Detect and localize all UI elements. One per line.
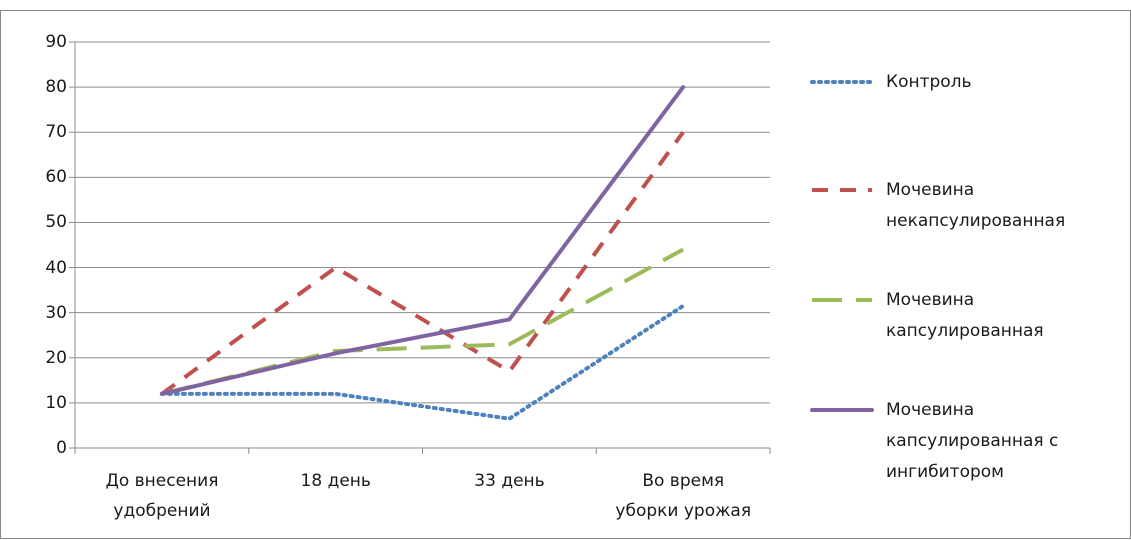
y-tick-label: 90 [45,32,67,52]
y-tick-label: 20 [45,347,67,368]
y-tick-label: 10 [45,392,67,413]
y-tick-label: 40 [45,257,67,278]
y-tick-label: 50 [45,212,67,233]
x-tick-label: 33 день [474,471,545,491]
x-tick-label: 18 день [300,471,371,491]
legend-label: Мочевина некапсулированная [886,180,1066,231]
y-tick-label: 60 [45,167,67,188]
series-line [159,85,686,396]
x-tick-label: До внесения удобрений [105,471,219,521]
series-line [160,131,685,396]
y-tick-label: 80 [45,77,67,98]
legend-label: Мочевина капсулированная с ингибитором [886,400,1059,482]
series-line [159,303,686,421]
legend-label: Контроль [886,72,972,92]
legend-label: Мочевина капсулированная [886,290,1044,341]
x-tick-label: Во время уборки урожая [615,471,752,521]
y-tick-label: 0 [56,438,67,458]
y-tick-label: 30 [45,302,67,323]
y-tick-label: 70 [45,122,67,143]
